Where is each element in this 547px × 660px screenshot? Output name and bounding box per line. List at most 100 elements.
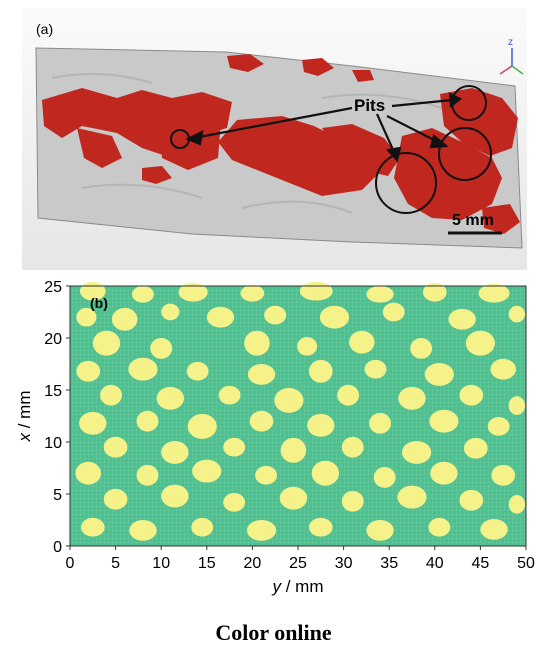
y-axis: 0 5 10 15 20 25: [44, 279, 70, 556]
x-axis: 0 5 10 15 20 25 30 35 40 45 50: [66, 546, 535, 572]
pit-mark: [76, 307, 97, 327]
pit-mark: [465, 330, 495, 356]
pit-mark: [397, 485, 427, 509]
y-tick-label: 15: [44, 383, 62, 400]
pit-mark: [430, 461, 458, 485]
pit-mark: [308, 359, 333, 383]
pit-mark: [246, 520, 277, 541]
panel-a-label: (a): [36, 21, 53, 37]
pit-mark: [244, 330, 270, 356]
pit-mark: [206, 306, 235, 328]
pit-mark: [240, 284, 265, 302]
x-tick-label: 5: [111, 555, 120, 572]
pit-arrows: [185, 92, 463, 163]
pit-mark: [448, 308, 476, 330]
pit-mark: [247, 364, 276, 385]
y-tick-label: 25: [44, 279, 62, 296]
pit-mark: [311, 460, 340, 486]
scale-bar-label: 5 mm: [452, 212, 494, 229]
pit-mark: [274, 387, 304, 413]
pit-mark: [280, 437, 307, 463]
x-tick-label: 35: [380, 555, 398, 572]
pit-mark: [341, 436, 364, 458]
x-tick-label: 20: [244, 555, 262, 572]
x-axis-unit: / mm: [281, 577, 324, 596]
pit-mark: [459, 384, 484, 406]
x-tick-label: 25: [289, 555, 307, 572]
pit-mark: [463, 437, 488, 459]
pits-layer: [75, 281, 526, 541]
pit-mark: [382, 302, 405, 322]
pit-mark: [80, 281, 106, 301]
y-axis-unit: / mm: [15, 391, 34, 434]
pit-mark: [401, 440, 432, 464]
pit-mark: [178, 282, 208, 302]
pit-mark: [369, 412, 392, 434]
pit-mark: [337, 384, 360, 406]
pit-mark: [156, 386, 185, 410]
pit-mark: [373, 466, 396, 488]
pit-mark: [459, 489, 484, 511]
pit-mark: [223, 437, 246, 457]
x-tick-label: 40: [426, 555, 444, 572]
pit-mark: [297, 336, 318, 356]
y-tick-label: 20: [44, 331, 62, 348]
y-axis-title: x / mm: [15, 391, 34, 443]
pit-mark: [186, 361, 209, 381]
x-axis-var: y: [272, 577, 283, 596]
panel-b-pit-map: 0 5 10 15 20 25 30 35 40 45 50 0 5 10 15 20 25 (b) y / …: [15, 279, 535, 596]
pit-mark: [218, 385, 241, 405]
pit-mark: [249, 410, 274, 432]
x-tick-label: 45: [472, 555, 490, 572]
x-axis-title: y / mm: [272, 577, 324, 596]
pit-mark: [187, 413, 217, 439]
pit-mark: [191, 517, 214, 537]
pit-mark: [79, 411, 107, 435]
pit-mark: [103, 436, 128, 458]
pit-mark: [161, 484, 189, 508]
panel-a-3d-scan: Pits 5 mm z (a): [22, 8, 527, 270]
x-tick-label: 50: [517, 555, 535, 572]
y-tick-label: 0: [53, 539, 62, 556]
pit-mark: [76, 360, 101, 382]
pit-mark: [428, 517, 451, 537]
pit-mark: [279, 486, 308, 510]
x-tick-label: 30: [335, 555, 353, 572]
pit-mark: [223, 492, 246, 512]
pit-mark: [366, 286, 394, 303]
pit-mark: [422, 282, 447, 302]
pit-mark: [364, 359, 387, 379]
pit-mark: [80, 517, 105, 537]
pit-mark: [103, 488, 128, 510]
pit-mark: [129, 520, 157, 541]
pit-mark: [410, 338, 433, 359]
x-tick-label: 0: [66, 555, 75, 572]
pit-mark: [255, 465, 278, 485]
pit-mark: [341, 490, 364, 512]
pit-mark: [100, 384, 122, 406]
pit-mark: [487, 417, 510, 436]
pit-mark: [508, 495, 526, 514]
pit-mark: [508, 396, 526, 415]
y-tick-label: 5: [53, 487, 62, 504]
pit-mark: [429, 409, 459, 433]
y-tick-label: 10: [44, 435, 62, 452]
pit-mark: [508, 305, 526, 323]
pit-mark: [92, 330, 121, 356]
y-axis-var: x: [15, 433, 34, 443]
pit-mark: [150, 338, 173, 359]
pit-mark: [366, 520, 394, 541]
pit-mark: [308, 517, 333, 537]
caption: Color online: [215, 620, 332, 645]
pit-mark: [491, 464, 516, 486]
pits-annotation: Pits: [354, 96, 385, 115]
pit-mark: [307, 413, 335, 437]
pit-mark: [478, 283, 510, 303]
pit-mark: [136, 410, 159, 432]
pit-circle-4: [438, 127, 492, 181]
axis-indicator: z: [499, 37, 524, 75]
pit-mark: [264, 305, 287, 325]
corrosion-regions: [42, 54, 520, 234]
pit-mark: [136, 464, 159, 486]
